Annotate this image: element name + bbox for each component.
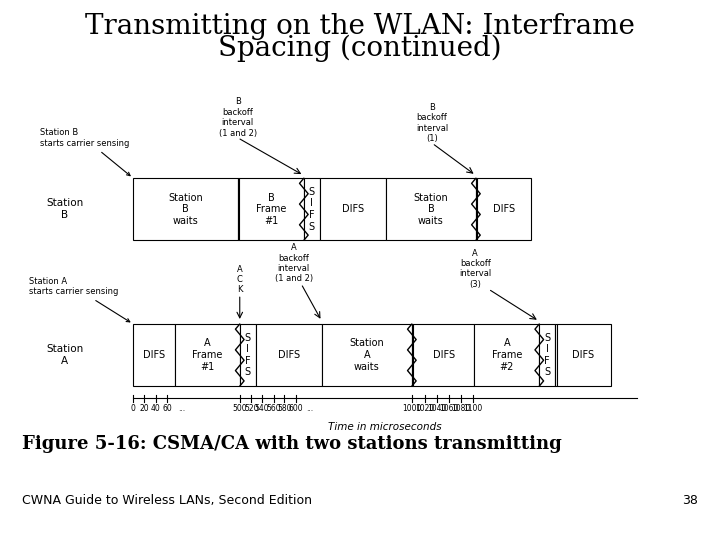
Text: ...: ...	[306, 404, 313, 414]
Text: 560: 560	[266, 404, 281, 414]
Bar	[239, 178, 304, 240]
Text: 20: 20	[139, 404, 149, 414]
Text: 580: 580	[277, 404, 292, 414]
Text: 1040: 1040	[428, 404, 446, 414]
Bar	[555, 324, 557, 386]
Text: Figure 5-16: CSMA/CA with two stations transmitting: Figure 5-16: CSMA/CA with two stations t…	[22, 435, 562, 453]
Text: A
Frame
#1: A Frame #1	[192, 339, 222, 372]
Bar	[304, 178, 320, 240]
Text: B
Frame
#1: B Frame #1	[256, 193, 287, 226]
Bar	[386, 178, 476, 240]
Text: DIFS: DIFS	[493, 204, 516, 214]
Bar	[557, 324, 611, 386]
Bar	[175, 324, 240, 386]
Text: 1100: 1100	[464, 404, 482, 414]
Text: 1020: 1020	[415, 404, 434, 414]
Text: A
Frame
#2: A Frame #2	[492, 339, 522, 372]
Text: A
C
K: A C K	[237, 265, 243, 294]
Text: 1080: 1080	[451, 404, 470, 414]
Text: 1000: 1000	[402, 404, 421, 414]
Text: 38: 38	[683, 494, 698, 507]
Text: Station
B: Station B	[46, 198, 84, 220]
Text: Station
B
waits: Station B waits	[413, 193, 449, 226]
Bar	[133, 324, 175, 386]
Text: 60: 60	[162, 404, 172, 414]
Text: DIFS: DIFS	[278, 350, 300, 360]
Text: 500: 500	[233, 404, 247, 414]
Text: DIFS: DIFS	[143, 350, 165, 360]
Text: CWNA Guide to Wireless LANs, Second Edition: CWNA Guide to Wireless LANs, Second Edit…	[22, 494, 312, 507]
Text: Transmitting on the WLAN: Interframe: Transmitting on the WLAN: Interframe	[85, 14, 635, 40]
Bar	[238, 178, 239, 240]
Text: Station A
starts carrier sensing: Station A starts carrier sensing	[29, 277, 130, 322]
Bar	[412, 324, 413, 386]
Text: Station
A
waits: Station A waits	[349, 339, 384, 372]
Text: 540: 540	[255, 404, 269, 414]
Text: 600: 600	[289, 404, 303, 414]
Text: Station
B
waits: Station B waits	[168, 193, 203, 226]
Text: Station
A: Station A	[46, 345, 84, 366]
Text: B
backoff
interval
(1): B backoff interval (1)	[416, 103, 448, 143]
Bar	[133, 178, 238, 240]
Text: S
I
F
S: S I F S	[245, 333, 251, 377]
Bar	[476, 178, 477, 240]
Text: 40: 40	[150, 404, 161, 414]
Text: B
backoff
interval
(1 and 2): B backoff interval (1 and 2)	[219, 98, 256, 138]
Text: DIFS: DIFS	[433, 350, 455, 360]
Text: 520: 520	[244, 404, 258, 414]
Bar	[320, 178, 386, 240]
Bar	[240, 324, 256, 386]
Text: DIFS: DIFS	[342, 204, 364, 214]
Text: Spacing (continued): Spacing (continued)	[218, 35, 502, 63]
Bar	[322, 324, 412, 386]
Text: S
I
F
S: S I F S	[544, 333, 550, 377]
Bar	[539, 324, 555, 386]
Text: S
I
F
S: S I F S	[309, 187, 315, 232]
Bar	[474, 324, 539, 386]
Text: A
backoff
interval
(1 and 2): A backoff interval (1 and 2)	[275, 244, 312, 284]
Text: 1060: 1060	[439, 404, 458, 414]
Text: DIFS: DIFS	[572, 350, 595, 360]
Bar	[413, 324, 474, 386]
Text: Time in microseconds: Time in microseconds	[328, 422, 442, 433]
Text: A
backoff
interval
(3): A backoff interval (3)	[459, 249, 491, 289]
Text: 0: 0	[131, 404, 135, 414]
Text: Station B
starts carrier sensing: Station B starts carrier sensing	[40, 129, 130, 176]
Bar	[477, 178, 531, 240]
Bar	[256, 324, 322, 386]
Text: ...: ...	[178, 404, 185, 414]
